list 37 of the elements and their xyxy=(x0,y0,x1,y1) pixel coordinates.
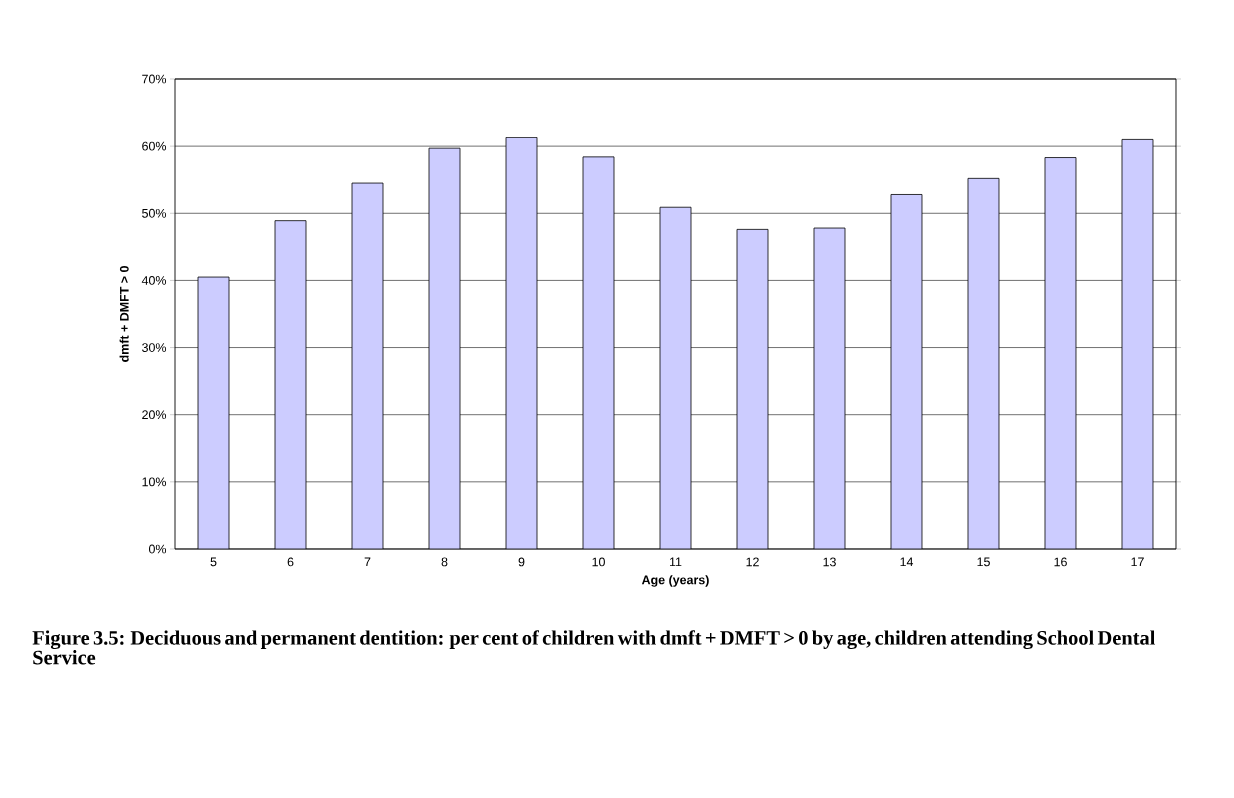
bar xyxy=(351,182,384,549)
x-tick-label: 5 xyxy=(210,557,217,567)
x-tick-label: 9 xyxy=(518,557,525,567)
x-tick-label: 16 xyxy=(1054,557,1067,567)
x-tick-label: 8 xyxy=(441,557,448,567)
x-tick-label: 14 xyxy=(900,557,914,567)
y-tick-label: 30% xyxy=(142,343,167,352)
bar xyxy=(659,206,692,549)
bar xyxy=(197,276,230,549)
bar xyxy=(582,156,615,549)
y-tick-label: 60% xyxy=(142,141,167,151)
bar xyxy=(428,147,461,549)
y-tick-label: 40% xyxy=(141,276,167,285)
bar xyxy=(274,220,307,549)
x-tick-label: 6 xyxy=(287,557,294,567)
bar xyxy=(890,194,923,549)
x-axis-title: Age (years) xyxy=(641,575,709,587)
y-tick-label: 0% xyxy=(148,544,167,554)
y-tick-label: 70% xyxy=(142,74,167,84)
bar xyxy=(967,177,1000,549)
x-tick-label: 15 xyxy=(977,557,990,567)
bar xyxy=(505,137,538,549)
x-tick-label: 11 xyxy=(669,557,682,567)
x-tick-label: 17 xyxy=(1131,557,1144,567)
y-tick-label: 20% xyxy=(142,410,167,420)
x-tick-label: 10 xyxy=(592,557,605,567)
text: Figure 3.5: Deciduous and permanent dentition: per cent of children with dmft + DMFT > 0 by age, children attending School Dental Service xyxy=(32,630,1156,665)
y-axis-title: dmft + DMFT > 0 xyxy=(119,266,129,362)
x-tick-label: 7 xyxy=(364,557,371,567)
y-tick-label: 50% xyxy=(142,208,167,218)
x-tick-label: 12 xyxy=(746,557,759,567)
x-tick-label: 13 xyxy=(823,557,836,567)
bar xyxy=(736,228,769,549)
bar xyxy=(813,227,846,549)
bar xyxy=(1121,139,1154,549)
y-tick-label: 10% xyxy=(142,477,167,487)
bar xyxy=(1044,157,1077,549)
